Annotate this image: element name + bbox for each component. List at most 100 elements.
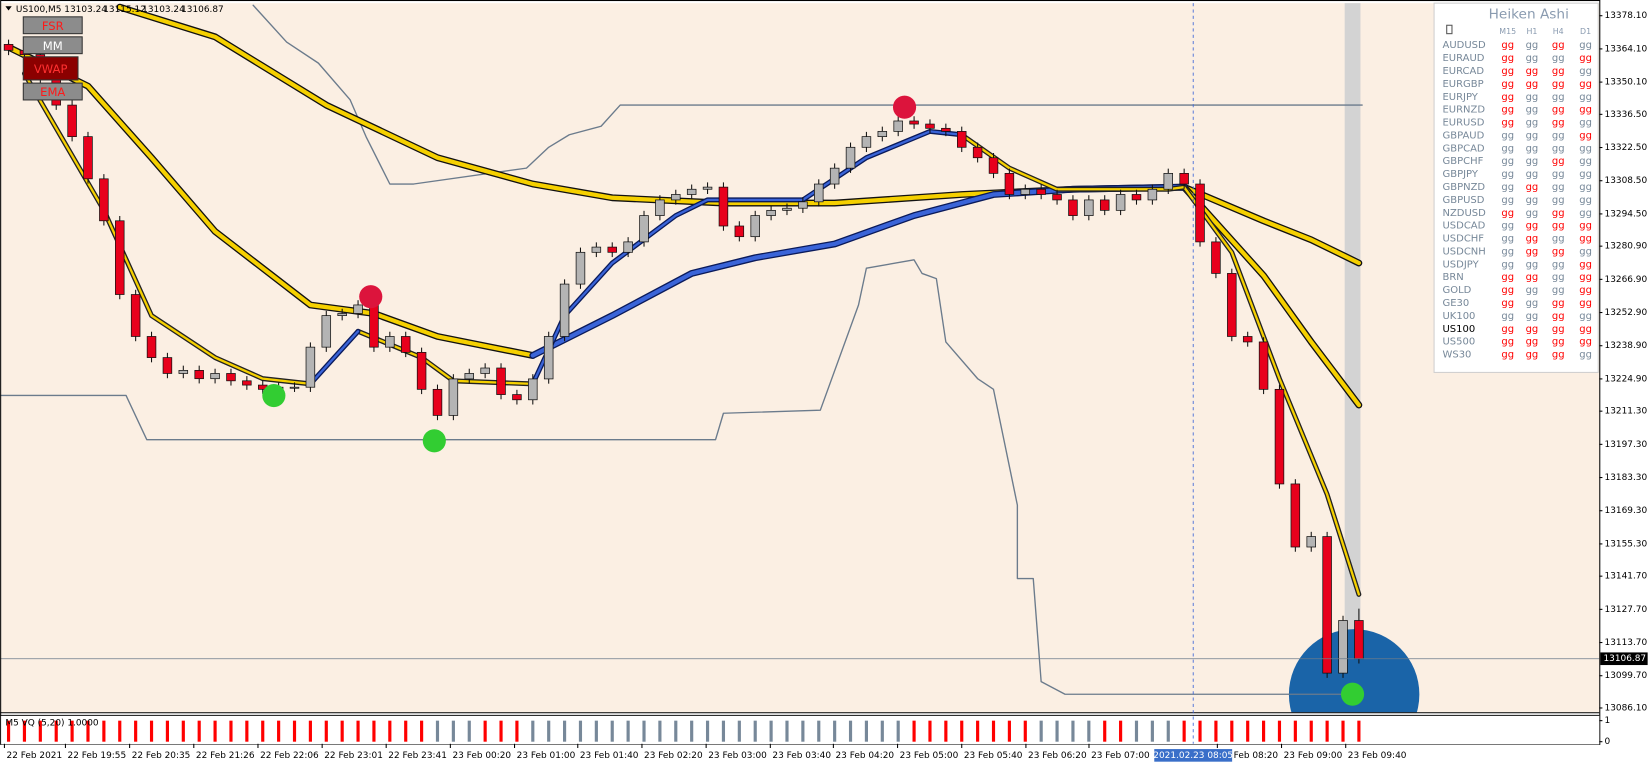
candle-body <box>1274 388 1285 485</box>
panel-cell: gg <box>1552 79 1565 90</box>
x-tick-label: 23 Feb 03:40 <box>772 751 831 761</box>
indicator-bar <box>340 720 344 742</box>
panel-cell: gg <box>1501 130 1514 141</box>
candle-body <box>353 304 363 314</box>
candle-body <box>988 157 999 174</box>
indicator-bar <box>801 720 805 742</box>
panel-cell: gg <box>1501 259 1514 270</box>
indicator-bar <box>1023 720 1027 742</box>
button-label[interactable]: MM <box>43 39 63 53</box>
indicator-bar <box>642 720 646 742</box>
indicator-bar <box>1262 720 1266 742</box>
candle-body <box>718 186 729 227</box>
candle-body <box>1020 188 1031 195</box>
panel-cell: gg <box>1552 40 1565 51</box>
panel-cell: gg <box>1579 92 1592 103</box>
panel-cell: gg <box>1501 105 1514 116</box>
button-face[interactable] <box>22 16 83 35</box>
panel-cell: gg <box>1526 169 1539 180</box>
candle-body <box>1179 173 1189 185</box>
panel-cell: gg <box>1579 53 1592 64</box>
panel-cell: gg <box>1552 350 1565 361</box>
candle-body <box>3 44 14 51</box>
panel-symbol: US100 <box>1443 324 1476 335</box>
panel-column: H4 <box>1553 27 1564 36</box>
x-tick-label: 23 Feb 07:00 <box>1091 751 1150 761</box>
button-face[interactable] <box>22 56 79 81</box>
panel-cell: gg <box>1526 259 1539 270</box>
panel-cell: gg <box>1526 195 1539 206</box>
panel-cell: gg <box>1526 79 1539 90</box>
panel-cell: gg <box>1526 208 1539 219</box>
button-face[interactable] <box>22 82 83 101</box>
indicator-bar <box>928 720 932 742</box>
indicator-bar <box>118 720 122 742</box>
candle-body <box>464 373 474 380</box>
panel-cell: gg <box>1579 195 1592 206</box>
candle-body <box>83 136 93 180</box>
panel-cell: gg <box>1552 285 1565 296</box>
panel-column: H1 <box>1526 27 1537 36</box>
indicator-bar <box>912 720 916 742</box>
indicator-bar <box>324 720 328 742</box>
indicator-bar <box>515 720 519 742</box>
panel-cell: gg <box>1501 311 1514 322</box>
indicator-bar <box>499 720 503 742</box>
panel-cell: gg <box>1501 79 1514 90</box>
toolbar-button[interactable]: FSR <box>22 16 83 35</box>
candle-body <box>575 251 586 285</box>
candle-body <box>178 370 189 374</box>
button-face[interactable] <box>22 36 83 55</box>
panel-background <box>1433 2 1599 373</box>
indicator-bar <box>721 720 726 742</box>
toolbar-button[interactable]: VWAP <box>22 56 79 81</box>
indicator-bar <box>86 720 90 742</box>
candle-body <box>1163 173 1173 190</box>
panel-cell: gg <box>1501 272 1514 283</box>
x-tick-label: 22 Feb 23:01 <box>324 751 383 761</box>
indicator-tick-label: 0 <box>1605 737 1611 747</box>
indicator-bar <box>833 720 837 742</box>
indicator-bar <box>229 720 233 742</box>
toolbar-button[interactable]: MM <box>22 36 83 55</box>
panel-cell: gg <box>1501 285 1514 296</box>
indicator-bar <box>181 720 185 742</box>
candle-body <box>1147 188 1158 201</box>
indicator-bar <box>991 720 996 742</box>
candle-body <box>607 246 617 253</box>
indicator-bar <box>372 720 376 742</box>
candle-body <box>305 346 316 388</box>
indicator-bar <box>1166 720 1170 742</box>
candle-body <box>909 120 919 125</box>
x-tick-label: 23 Feb 09:00 <box>1284 751 1343 761</box>
panel-cell: gg <box>1579 272 1592 283</box>
header-close: 13106.87 <box>181 5 224 15</box>
button-label[interactable]: FSR <box>42 19 64 33</box>
panel-cell: gg <box>1526 92 1539 103</box>
button-label[interactable]: VWAP <box>34 62 68 76</box>
plot-background <box>1 3 1600 713</box>
toolbar-button[interactable]: EMA <box>22 82 83 101</box>
x-tick-label: 23 Feb 08:20 <box>1219 751 1278 761</box>
button-label[interactable]: EMA <box>40 85 65 99</box>
candle-body <box>1242 336 1253 343</box>
candle-body <box>162 357 173 374</box>
candle-body <box>1068 199 1078 216</box>
y-tick-label: 13197.30 <box>1605 440 1648 450</box>
panel-cell: gg <box>1501 156 1514 167</box>
panel-cell: gg <box>1552 66 1565 77</box>
y-tick-label: 13280.90 <box>1605 242 1648 252</box>
panel-cell: gg <box>1552 246 1565 257</box>
y-tick-label: 13294.50 <box>1605 209 1648 219</box>
panel-cell: gg <box>1579 311 1592 322</box>
candle-body <box>496 367 506 395</box>
panel-cell: gg <box>1501 66 1514 77</box>
panel-cell: gg <box>1501 208 1514 219</box>
indicator-bar <box>594 720 598 742</box>
panel-title: Heiken Ashi <box>1489 7 1569 23</box>
indicator <box>6 720 1361 742</box>
indicator-bar <box>451 720 455 742</box>
panel-symbol: EURAUD <box>1443 53 1485 64</box>
signal-dot <box>359 285 383 309</box>
